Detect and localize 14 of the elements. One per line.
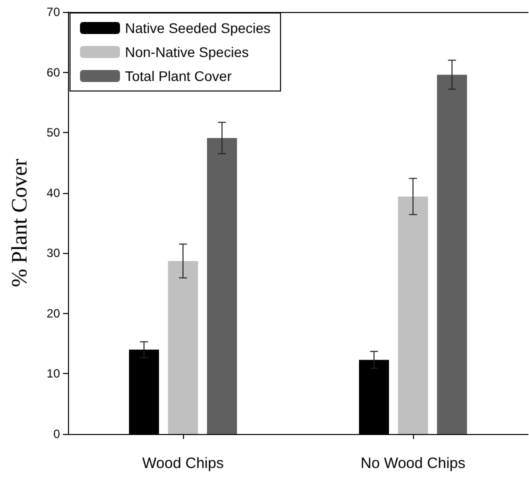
x-tick-label: Wood Chips (142, 455, 224, 472)
y-tick-label: 20 (46, 306, 60, 320)
y-tick-label: 60 (46, 65, 60, 80)
y-tick-label: 0 (53, 427, 60, 441)
y-tick-label: 70 (46, 5, 60, 19)
legend-label: Total Plant Cover (125, 68, 232, 84)
legend-label: Native Seeded Species (125, 20, 271, 36)
y-tick-label: 30 (46, 246, 60, 260)
legend-label: Non-Native Species (125, 44, 249, 60)
x-tick-label: No Wood Chips (360, 455, 466, 472)
y-tick-label: 10 (46, 366, 60, 381)
y-tick-label: 50 (46, 126, 60, 140)
y-tick-label: 40 (46, 186, 60, 200)
y-axis-title: % Plant Cover (6, 158, 32, 288)
